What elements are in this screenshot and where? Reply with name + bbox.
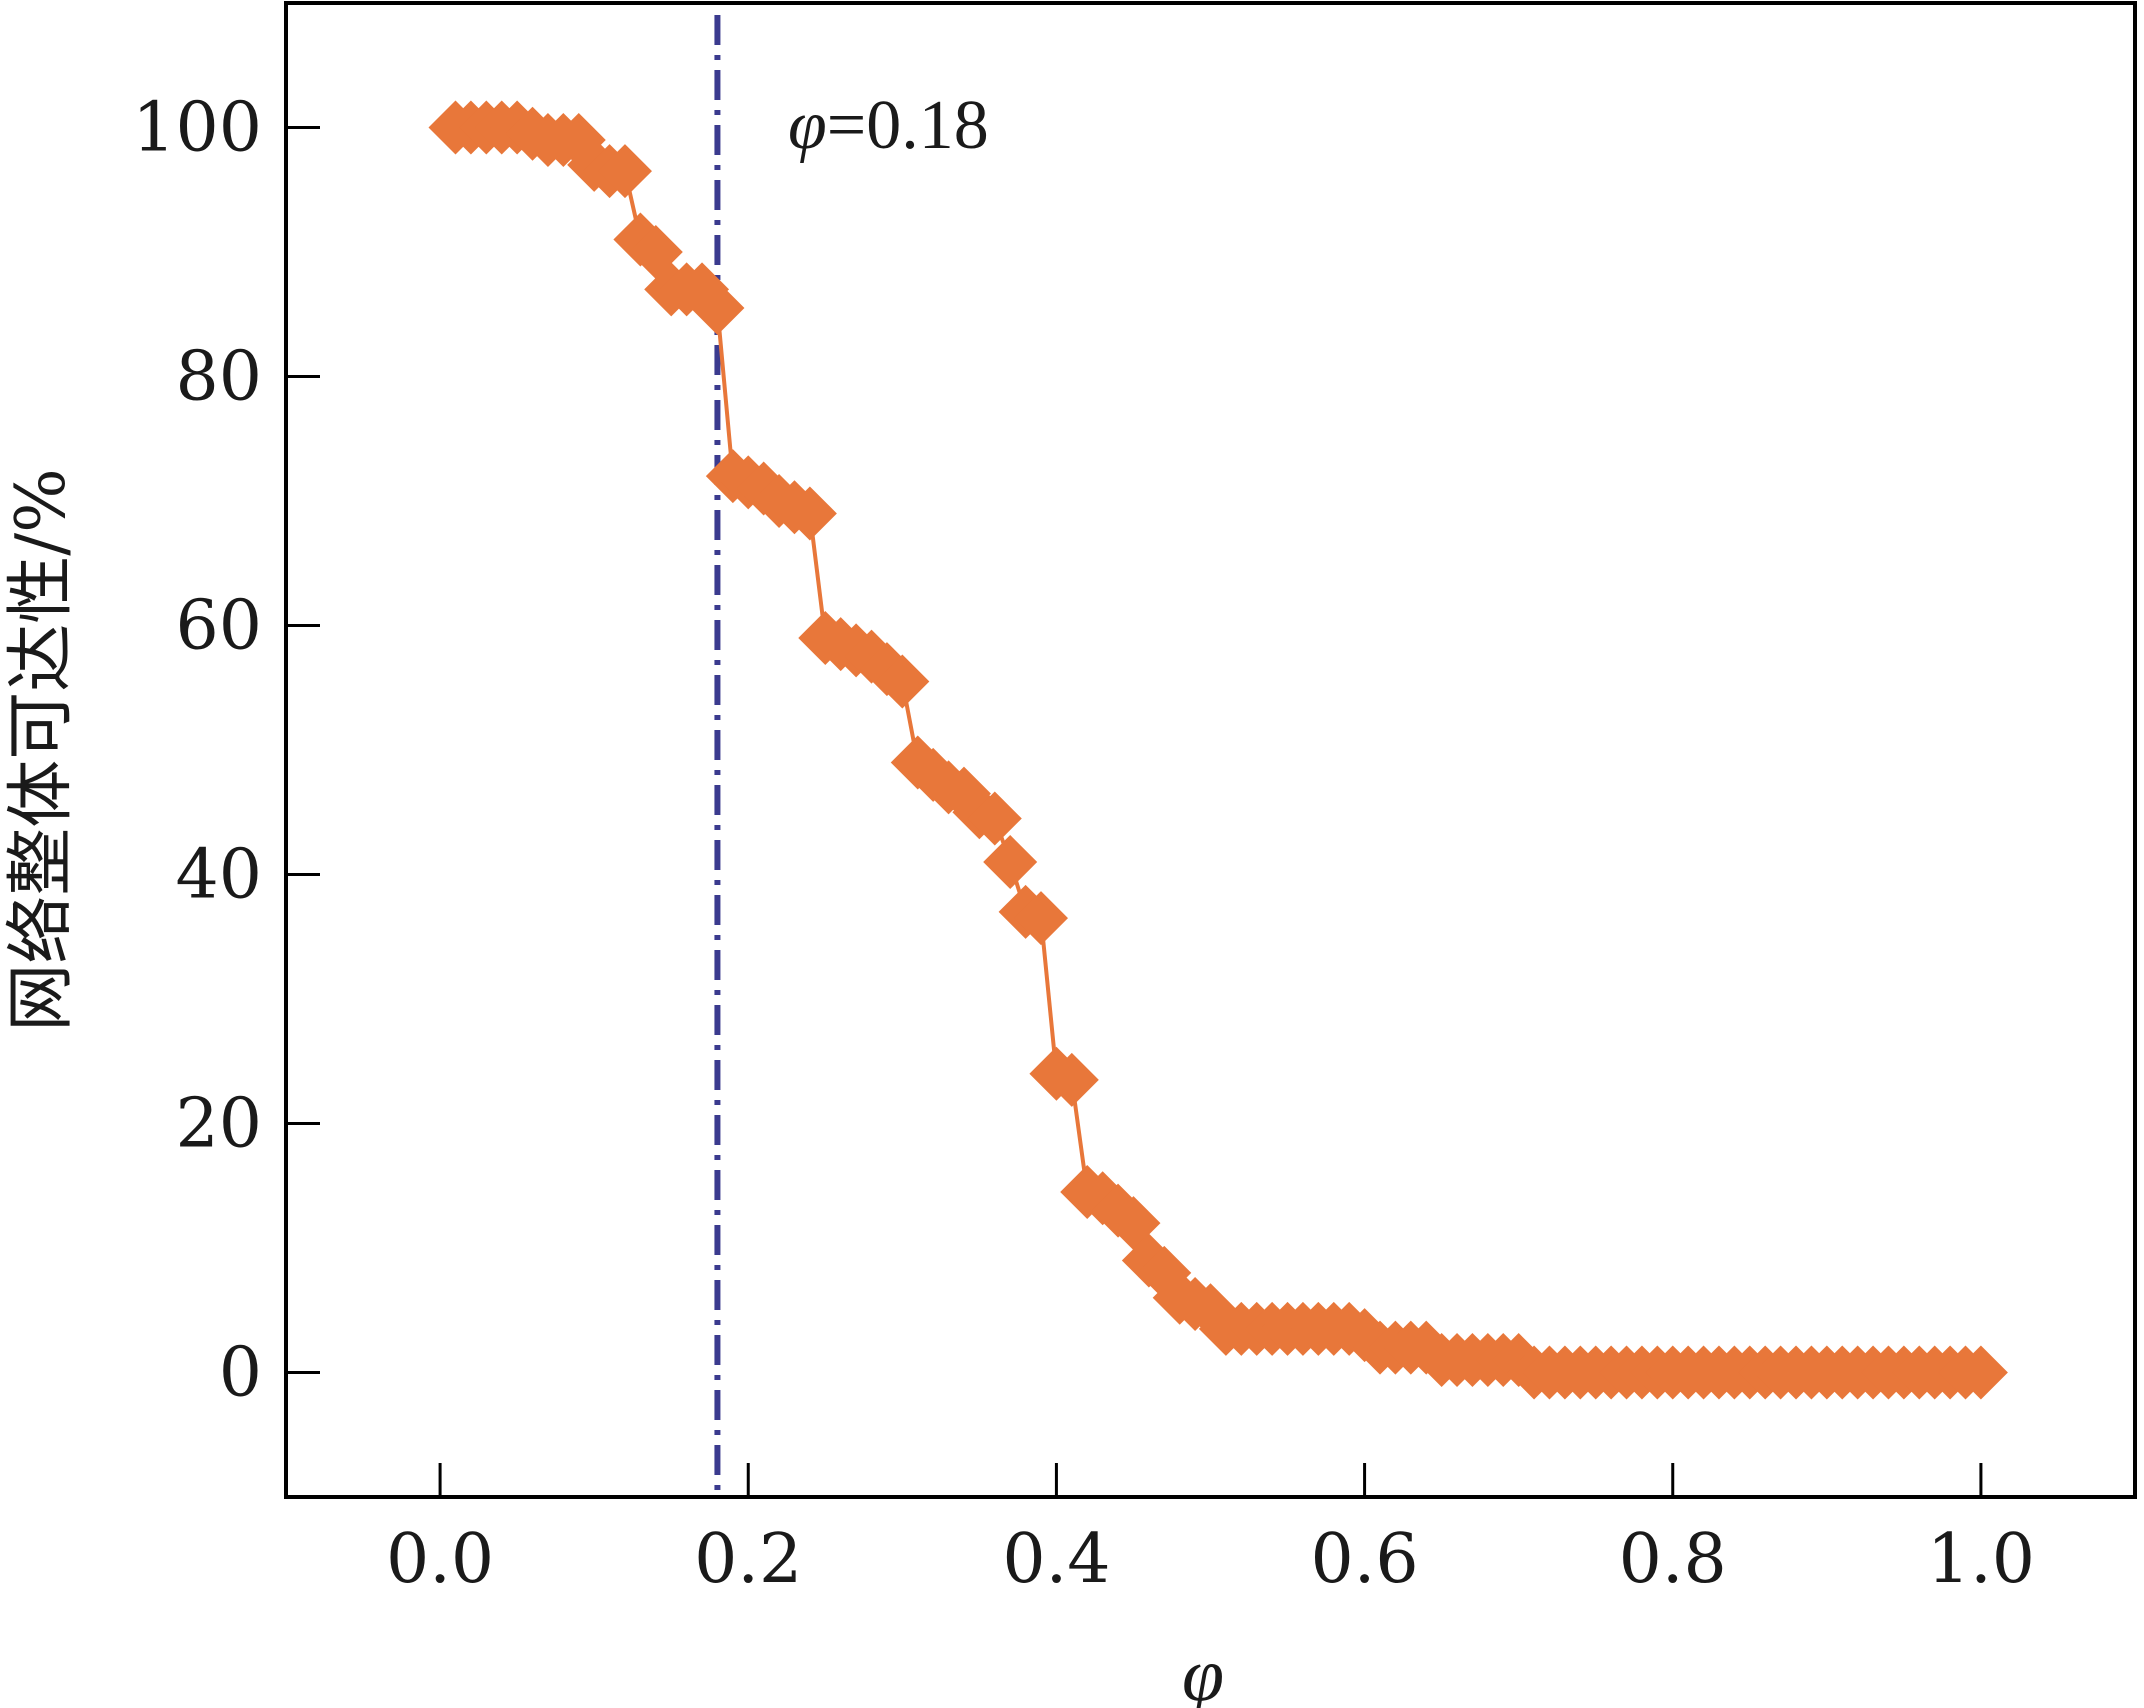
data-point — [1014, 891, 1069, 946]
x-axis-title: φ — [1182, 1633, 1224, 1708]
series-group — [455, 125, 1981, 1375]
x-tick-label: 0.6 — [1311, 1520, 1419, 1599]
marker-group — [428, 100, 2008, 1400]
x-tick-label: 0.0 — [386, 1520, 494, 1599]
x-tick-label: 0.4 — [1002, 1520, 1110, 1599]
x-tick-label: 0.2 — [694, 1520, 802, 1599]
threshold-annotation: φ=0.18 — [788, 87, 989, 164]
y-tick-label: 60 — [175, 587, 262, 666]
data-point — [597, 144, 652, 199]
plot-frame — [284, 1, 2137, 1499]
data-point — [1044, 1052, 1099, 1107]
y-axis-title: 网络整体可达性/% — [2, 468, 81, 1032]
data-point — [782, 486, 837, 541]
series-line — [455, 125, 1981, 1375]
y-tick-label: 100 — [132, 89, 262, 168]
x-tick-label: 1.0 — [1927, 1520, 2035, 1599]
data-point — [875, 654, 930, 709]
data-point — [690, 281, 745, 336]
data-point — [1953, 1345, 2008, 1400]
y-tick-label: 20 — [175, 1085, 262, 1164]
y-tick-label: 0 — [219, 1334, 262, 1413]
data-point — [983, 835, 1038, 890]
threshold-annotation-var: φ — [788, 87, 827, 164]
axes: 0 20 40 60 80 100 0.0 0.2 0.4 0.6 0.8 1.0 — [132, 89, 2035, 1600]
y-tick-label: 80 — [175, 338, 262, 417]
data-point — [967, 791, 1022, 846]
x-tick-label: 0.8 — [1619, 1520, 1727, 1599]
threshold-annotation-value: =0.18 — [827, 87, 989, 164]
y-tick-label: 40 — [175, 836, 262, 915]
